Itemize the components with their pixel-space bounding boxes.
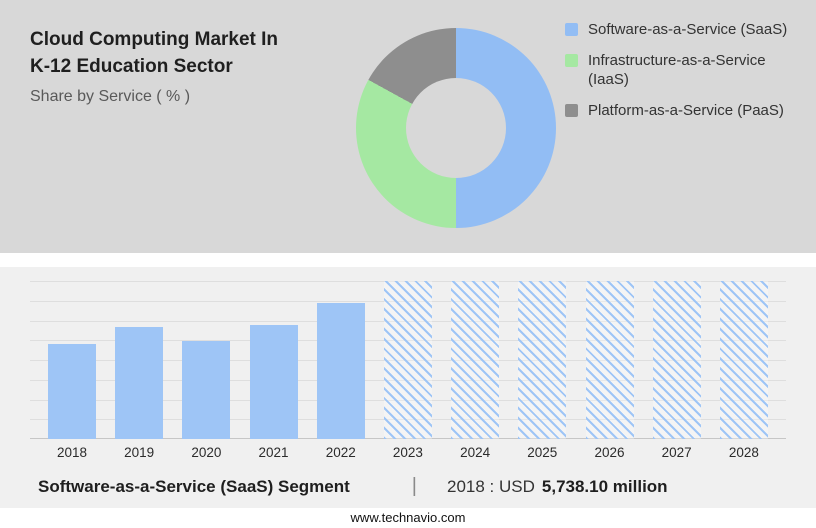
x-tick-2019: 2019 (124, 445, 155, 460)
caption-segment-label: Software-as-a-Service (SaaS) Segment (38, 476, 350, 496)
bar-plot (30, 281, 786, 439)
legend-swatch-paas (565, 104, 578, 117)
legend-label-paas: Platform-as-a-Service (PaaS) (588, 102, 784, 119)
bar-chart-section: 2018 2019 2020 2021 2022 2023 2024 2025 2026 2027… (0, 267, 816, 465)
x-tick-2025: 2025 (527, 445, 558, 460)
bar-2021 (249, 325, 298, 439)
x-tick-2021: 2021 (258, 445, 289, 460)
donut-hole (406, 78, 506, 178)
bar-slot (652, 281, 701, 439)
x-tick-2028: 2028 (728, 445, 759, 460)
bar-slot (182, 281, 231, 439)
forecast-bar-2025 (518, 281, 567, 439)
bar-2020 (182, 341, 231, 439)
bar-slot (585, 281, 634, 439)
title-block: Cloud Computing Market In K-12 Education… (30, 26, 278, 107)
footer: www.technavio.com (0, 508, 816, 528)
x-tick-2026: 2026 (594, 445, 625, 460)
x-tick-2022: 2022 (325, 445, 356, 460)
bar-slot (249, 281, 298, 439)
legend-item-iaas: Infrastructure-as-a-Service (IaaS) (565, 51, 788, 89)
bar-slot (451, 281, 500, 439)
bar-slot (48, 281, 96, 439)
legend-label-iaas: Infrastructure-as-a-Service (IaaS) (588, 52, 766, 88)
bar-2018 (48, 344, 96, 439)
section-divider (0, 253, 816, 267)
donut-chart (356, 28, 556, 228)
bar-slot (383, 281, 432, 439)
legend-swatch-saas (565, 23, 578, 36)
page-title-line2: K-12 Education Sector (30, 56, 233, 77)
header-section: Cloud Computing Market In K-12 Education… (0, 0, 816, 253)
bar-slot (518, 281, 567, 439)
chart-subtitle: Share by Service ( % ) (30, 88, 191, 105)
bar-slot (115, 281, 164, 439)
forecast-bar-2026 (585, 281, 634, 439)
forecast-bar-2028 (719, 281, 768, 439)
caption-value-prefix: 2018 : USD (447, 476, 535, 496)
x-tick-2024: 2024 (460, 445, 491, 460)
caption-value: 5,738.10 million (541, 476, 668, 496)
bar-slot (316, 281, 365, 439)
caption-separator: | (411, 475, 417, 497)
legend-label-saas: Software-as-a-Service (SaaS) (588, 21, 788, 38)
legend-item-paas: Platform-as-a-Service (PaaS) (565, 101, 788, 120)
forecast-bar-2027 (652, 281, 701, 439)
legend-item-saas: Software-as-a-Service (SaaS) (565, 20, 788, 39)
footer-url: www.technavio.com (350, 510, 466, 525)
forecast-bar-2024 (451, 281, 500, 439)
x-tick-2023: 2023 (392, 445, 423, 460)
x-tick-2018: 2018 (56, 445, 88, 460)
bar-2019 (115, 326, 164, 439)
bar-2022 (316, 303, 365, 439)
x-axis-labels: 2018 2019 2020 2021 2022 2023 2024 2025 2026 2027… (30, 445, 786, 460)
caption-bar: Software-as-a-Service (SaaS) Segment | 2… (0, 465, 816, 508)
forecast-bar-2023 (383, 281, 432, 439)
donut-legend: Software-as-a-Service (SaaS) Infrastruct… (565, 20, 788, 120)
x-tick-2027: 2027 (661, 445, 692, 460)
bar-slot (719, 281, 768, 439)
x-tick-2020: 2020 (191, 445, 222, 460)
legend-swatch-iaas (565, 54, 578, 67)
page-title-line1: Cloud Computing Market In (30, 29, 279, 50)
bar-slots (30, 281, 786, 439)
